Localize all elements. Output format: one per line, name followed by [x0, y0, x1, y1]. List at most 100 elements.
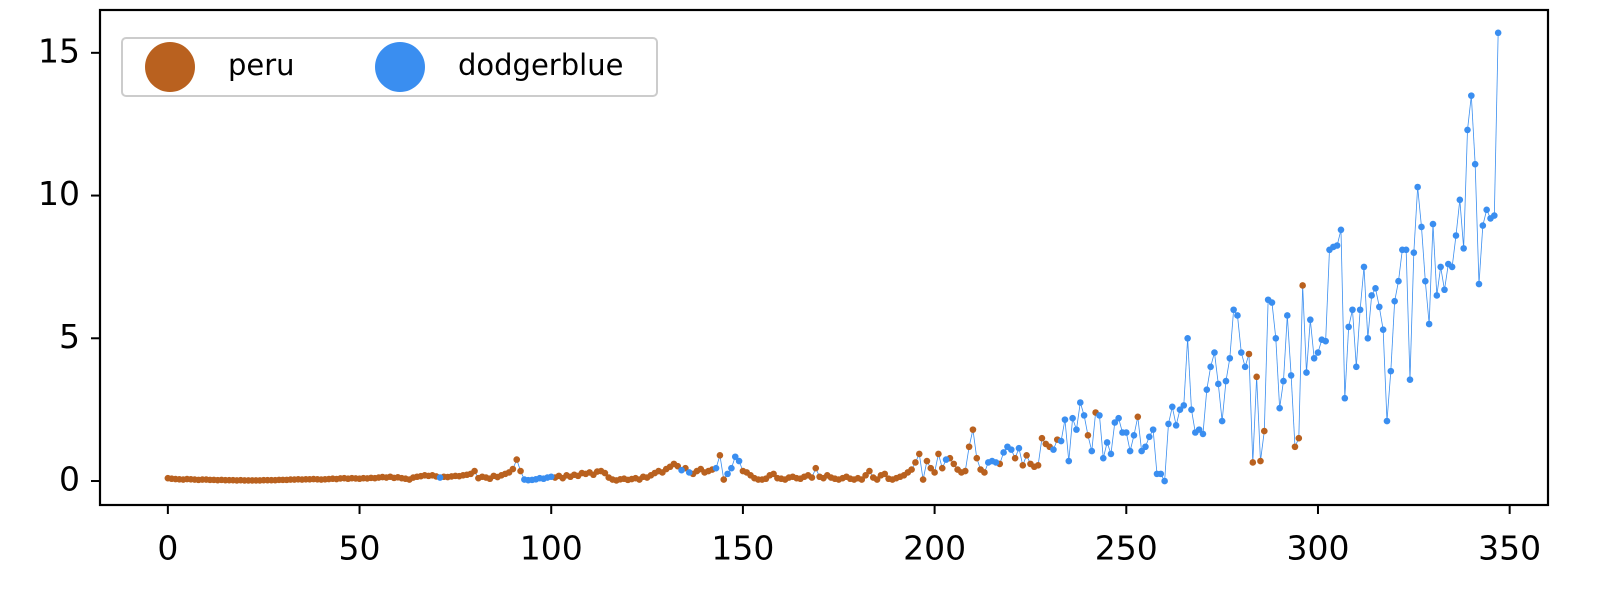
data-point: [1345, 324, 1352, 331]
data-point: [1384, 418, 1391, 425]
data-point: [1468, 92, 1475, 99]
y-tick-label: 10: [38, 174, 80, 213]
data-point: [1230, 306, 1237, 313]
connector-line: [1444, 264, 1448, 290]
data-point: [1062, 416, 1069, 423]
legend-label: peru: [228, 48, 295, 82]
connector-line: [1287, 315, 1291, 375]
data-point: [548, 473, 555, 480]
data-point: [1257, 458, 1264, 465]
connector-line: [1306, 320, 1310, 373]
data-point: [1418, 224, 1425, 231]
data-point: [1434, 292, 1441, 299]
data-point: [866, 468, 873, 475]
connector-line: [1441, 267, 1445, 290]
data-point: [1050, 446, 1057, 453]
data-point: [1426, 321, 1433, 328]
connector-line: [1099, 415, 1103, 458]
data-point: [1464, 127, 1471, 134]
data-point: [1131, 432, 1138, 439]
connector-line: [1425, 281, 1429, 324]
data-point: [1234, 312, 1241, 319]
connector-line: [1188, 338, 1192, 409]
connector-line: [1421, 227, 1425, 281]
x-tick-label: 0: [157, 529, 178, 568]
connector-line: [1410, 253, 1414, 380]
data-point: [1203, 386, 1210, 393]
data-point: [1085, 432, 1092, 439]
data-point: [1430, 221, 1437, 228]
data-point: [1376, 304, 1383, 311]
connector-line: [1230, 310, 1234, 359]
data-point: [724, 471, 731, 478]
connector-line: [1280, 381, 1284, 408]
data-point: [1357, 306, 1364, 313]
data-point: [1261, 428, 1268, 435]
connector-line: [1260, 431, 1264, 461]
data-point: [728, 465, 735, 472]
connector-line: [1356, 310, 1360, 367]
data-point: [1480, 222, 1487, 229]
data-point: [678, 467, 685, 474]
data-point: [1169, 403, 1176, 410]
data-point: [1437, 264, 1444, 271]
connector-line: [1494, 33, 1498, 216]
x-tick-label: 150: [711, 529, 774, 568]
connector-line: [1368, 295, 1372, 338]
connector-line: [1406, 250, 1410, 380]
data-point: [924, 458, 931, 465]
data-point: [1242, 364, 1249, 371]
data-point: [912, 459, 919, 466]
connector-line: [1207, 367, 1211, 390]
plot-area: [165, 30, 1502, 485]
data-point: [1127, 448, 1134, 455]
connector-line: [1153, 430, 1157, 474]
data-point: [1307, 316, 1314, 323]
data-point: [1476, 281, 1483, 288]
connector-line: [1391, 301, 1395, 371]
connector-line: [1383, 330, 1387, 421]
data-point: [809, 474, 816, 481]
data-point: [1115, 415, 1122, 422]
data-point: [1422, 278, 1429, 285]
data-point: [1460, 245, 1467, 252]
connector-line: [1456, 200, 1460, 236]
data-point: [935, 451, 942, 458]
data-point: [1008, 446, 1015, 453]
x-tick-label: 200: [903, 529, 966, 568]
data-point: [1161, 478, 1168, 485]
connector-line: [1092, 413, 1096, 452]
data-point: [513, 456, 520, 463]
data-point: [1246, 351, 1253, 358]
connector-line: [1341, 230, 1345, 398]
x-tick-label: 100: [520, 529, 583, 568]
data-point: [471, 468, 478, 475]
data-point: [1142, 443, 1149, 450]
data-point: [1395, 278, 1402, 285]
data-point: [981, 469, 988, 476]
data-point: [1495, 30, 1502, 37]
data-point: [1365, 335, 1372, 342]
data-point: [1073, 426, 1080, 433]
data-point: [1349, 306, 1356, 313]
data-point: [1250, 459, 1257, 466]
data-point: [1407, 376, 1414, 383]
data-point: [1215, 381, 1222, 388]
data-point: [1353, 364, 1360, 371]
y-tick-label: 15: [38, 31, 80, 70]
data-point: [1372, 285, 1379, 292]
connector-line: [720, 455, 724, 479]
data-point: [1338, 227, 1345, 234]
data-point: [1100, 455, 1107, 462]
connector-line: [1165, 424, 1169, 481]
data-point: [1380, 326, 1387, 333]
connector-line: [1191, 410, 1195, 433]
data-point: [1188, 406, 1195, 413]
connector-line: [1475, 164, 1479, 284]
data-point: [1096, 412, 1103, 419]
data-point: [1368, 292, 1375, 299]
legend-marker: [375, 42, 425, 92]
